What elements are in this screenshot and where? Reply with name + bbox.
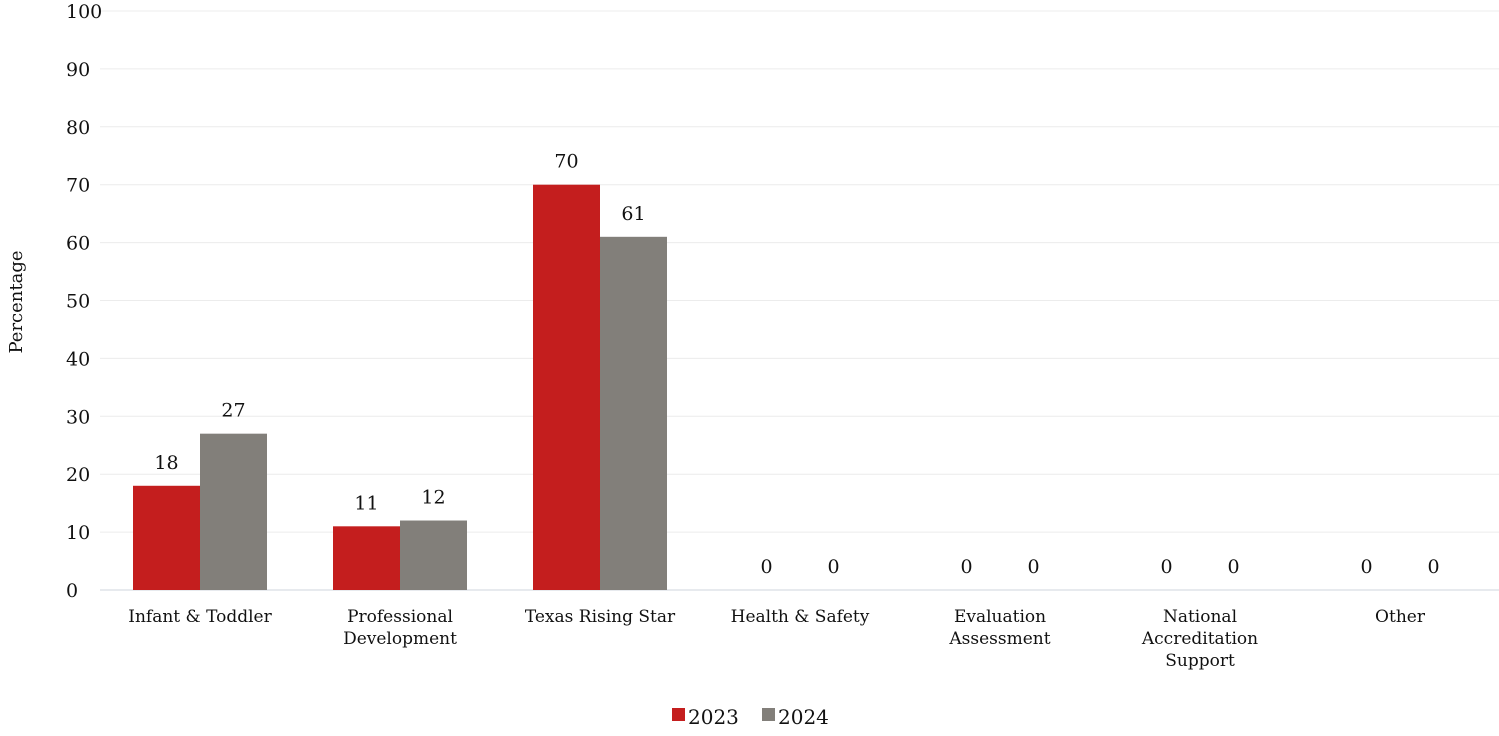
x-category-label: Support xyxy=(1165,651,1235,671)
data-label-2024-4: 0 xyxy=(1027,556,1039,578)
y-tick-label: 40 xyxy=(66,348,90,370)
y-tick-label: 100 xyxy=(66,1,102,23)
y-tick-label: 50 xyxy=(66,291,90,313)
legend-swatch-2023 xyxy=(672,708,685,721)
y-tick-label: 60 xyxy=(66,233,90,255)
y-axis-ticks: 0 10 20 30 40 50 60 70 80 90 100 xyxy=(66,1,102,602)
x-category-label: Assessment xyxy=(948,629,1050,649)
x-category-label: Health & Safety xyxy=(731,607,870,627)
data-labels: 18 27 11 12 70 61 0 0 0 0 0 0 0 0 xyxy=(154,151,1439,578)
data-label-2024-6: 0 xyxy=(1427,556,1439,578)
bars xyxy=(133,184,667,590)
y-tick-label: 70 xyxy=(66,175,90,197)
data-label-2024-5: 0 xyxy=(1227,556,1239,578)
y-tick-label: 20 xyxy=(66,464,90,486)
x-category-label: Development xyxy=(343,629,457,649)
data-label-2024-3: 0 xyxy=(827,556,839,578)
legend-label-2023: 2023 xyxy=(688,705,739,729)
y-tick-label: 30 xyxy=(66,406,90,428)
x-category-label: Infant & Toddler xyxy=(128,607,272,627)
data-label-2023-3: 0 xyxy=(760,556,772,578)
data-label-2024-2: 61 xyxy=(621,203,645,225)
data-label-2023-6: 0 xyxy=(1360,556,1372,578)
data-label-2023-1: 11 xyxy=(354,492,378,514)
x-category-label: Accreditation xyxy=(1141,629,1258,649)
y-tick-label: 10 xyxy=(66,522,90,544)
data-label-2023-4: 0 xyxy=(960,556,972,578)
bar-2023-1 xyxy=(333,526,400,590)
bar-2024-2 xyxy=(600,236,667,590)
data-label-2024-0: 27 xyxy=(221,400,245,422)
data-label-2023-0: 18 xyxy=(154,452,178,474)
data-label-2024-1: 12 xyxy=(421,487,445,509)
y-tick-label: 80 xyxy=(66,117,90,139)
bar-2024-1 xyxy=(400,520,467,590)
x-category-label: Evaluation xyxy=(954,607,1046,627)
x-category-label: Texas Rising Star xyxy=(525,607,676,627)
data-label-2023-2: 70 xyxy=(554,151,578,173)
gridlines xyxy=(100,10,1499,591)
x-category-label: Professional xyxy=(347,607,453,627)
bar-2023-0 xyxy=(133,485,200,590)
legend-label-2024: 2024 xyxy=(778,705,829,729)
bar-2024-0 xyxy=(200,433,267,590)
bar-2023-2 xyxy=(533,184,600,590)
y-tick-label: 0 xyxy=(66,580,78,602)
data-label-2023-5: 0 xyxy=(1160,556,1172,578)
legend-swatch-2024 xyxy=(762,708,775,721)
x-category-label: National xyxy=(1163,607,1237,627)
y-tick-label: 90 xyxy=(66,59,90,81)
y-axis-title: Percentage xyxy=(6,250,27,353)
legend: 2023 2024 xyxy=(672,705,829,729)
x-category-label: Other xyxy=(1375,607,1426,627)
